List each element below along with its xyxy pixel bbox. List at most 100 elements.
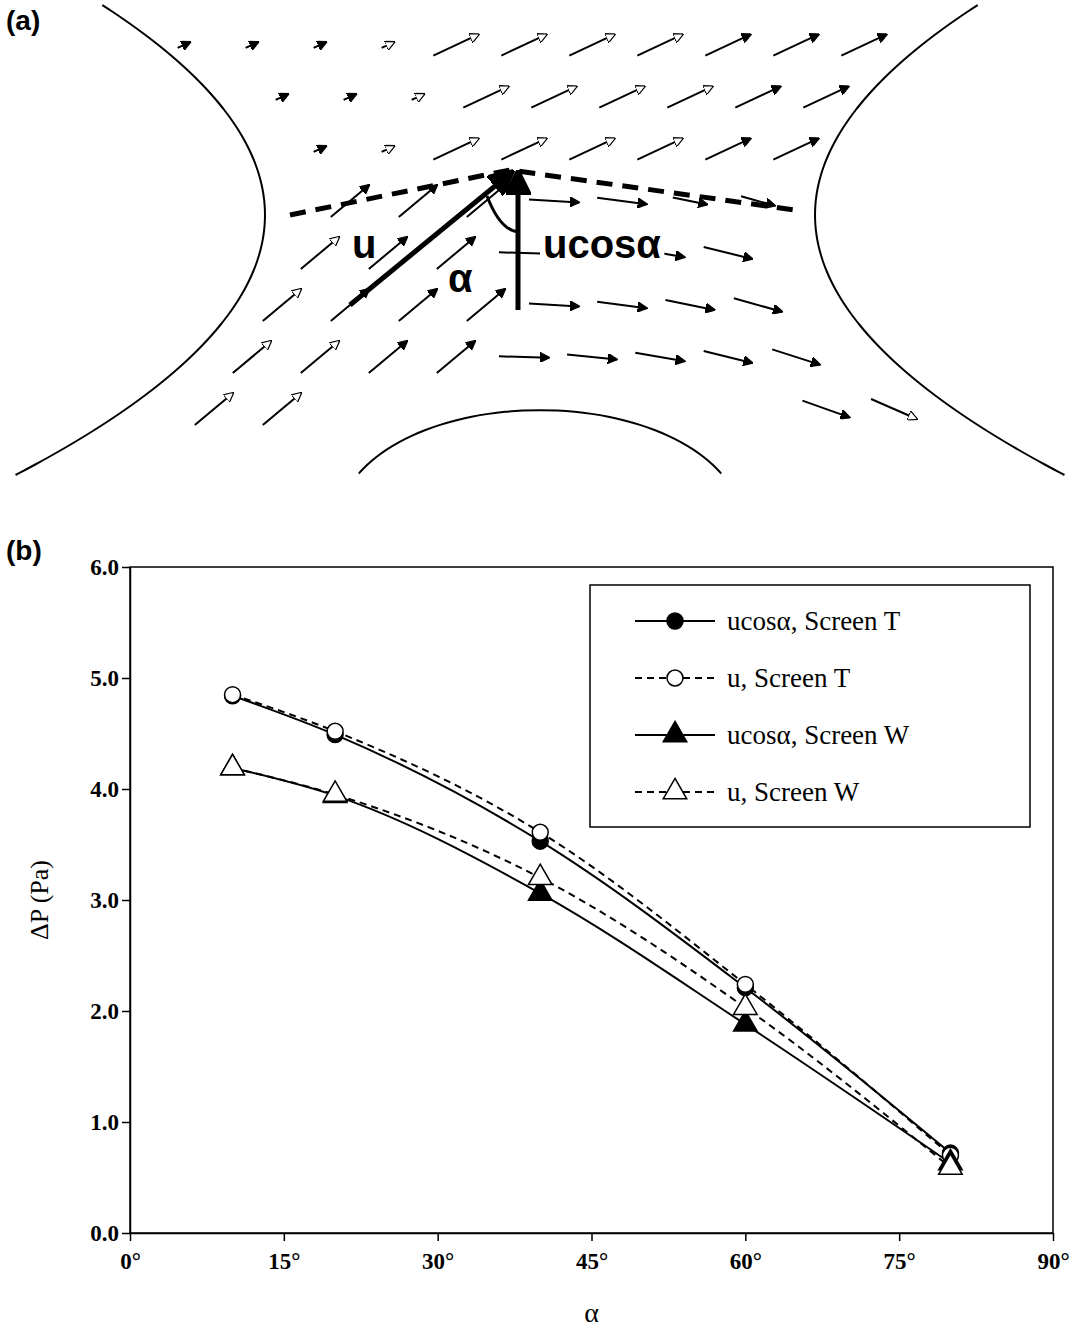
plot-frame [130, 567, 1053, 1233]
legend-label: u, Screen W [727, 777, 860, 807]
velocity-arrow [704, 351, 753, 363]
velocity-arrow [467, 185, 505, 217]
velocity-arrow [399, 289, 437, 321]
tick-mark [122, 1233, 130, 1235]
velocity-arrow [499, 356, 549, 357]
tick-mark [745, 1233, 747, 1241]
x-axis-title: α [584, 1297, 599, 1328]
tick: 1.0 [90, 1110, 130, 1135]
velocity-arrow [276, 94, 289, 100]
tick-mark [122, 789, 130, 791]
velocity-arrow [529, 200, 579, 203]
legend-marker [663, 721, 687, 741]
velocity-arrow [463, 86, 508, 107]
y-axis-title: ΔP (Pa) [25, 860, 54, 940]
series-point [323, 781, 347, 801]
label-patch [540, 222, 664, 266]
tick-mark [1053, 1233, 1055, 1241]
series-point [734, 994, 758, 1014]
tick-label: 60° [730, 1249, 762, 1274]
legend-label: ucosα, Screen T [727, 606, 901, 636]
tick: 75° [884, 1233, 916, 1274]
ucos-arrow [516, 172, 521, 310]
tick-label: 15° [268, 1249, 300, 1274]
velocity-arrow [599, 86, 644, 107]
tick-mark [899, 1233, 901, 1241]
velocity-arrow [569, 138, 614, 159]
velocity-arrow [382, 146, 395, 152]
velocity-arrow [301, 237, 339, 269]
tick-mark [591, 1233, 593, 1241]
velocity-arrow [597, 198, 647, 204]
tick: 3.0 [90, 888, 130, 913]
tick-label: 30° [422, 1249, 454, 1274]
right-wall [815, 5, 1064, 475]
velocity-arrow [802, 401, 849, 418]
velocity-arrow [705, 138, 750, 159]
series-point [532, 824, 548, 840]
y-axis: 0.01.02.03.04.05.06.0 [90, 555, 130, 1246]
velocity-arrow [735, 86, 780, 107]
velocity-arrow [597, 302, 647, 308]
tick-mark [284, 1233, 286, 1241]
velocity-arrow [195, 393, 233, 425]
velocity-arrow [433, 138, 478, 159]
tick: 30° [422, 1233, 454, 1274]
velocity-arrow [773, 138, 818, 159]
tick-label: 90° [1037, 1249, 1069, 1274]
u-arrow [350, 172, 512, 305]
tick: 45° [576, 1233, 608, 1274]
tick: 60° [730, 1233, 762, 1274]
velocity-arrow [635, 353, 684, 361]
series-point [528, 864, 552, 884]
panel-a: (a) u α ucosα [6, 5, 1064, 475]
panel-b: (b)0°15°30°45°60°75°90°0.01.02.03.04.05.… [6, 535, 1070, 1328]
tick: 0.0 [90, 1221, 130, 1246]
diagram-label: (a) [6, 5, 40, 36]
tick-label: 5.0 [90, 666, 119, 691]
series-point [221, 754, 245, 774]
velocity-arrow [382, 42, 395, 48]
legend-label: u, Screen T [727, 663, 851, 693]
tick-mark [122, 900, 130, 902]
velocity-arrow [246, 42, 259, 48]
tick: 15° [268, 1233, 300, 1274]
series-line [233, 768, 951, 1168]
velocity-arrow [437, 341, 475, 373]
velocity-arrow [567, 355, 617, 360]
legend: ucosα, Screen T u, Screen T ucosα, Screen … [590, 585, 1030, 827]
tick-mark [122, 1122, 130, 1124]
diagram-label: u [352, 222, 376, 266]
legend-label: ucosα, Screen W [727, 720, 910, 750]
x-axis: 0° 15° 30° 45° 60° 75° 90° [120, 1233, 1069, 1274]
tick: 0° [120, 1233, 141, 1274]
legend-marker [667, 613, 683, 629]
velocity-field [178, 34, 917, 425]
legend-box [590, 585, 1030, 827]
velocity-arrow [772, 349, 820, 364]
series-point [939, 1154, 963, 1174]
velocity-arrow [314, 42, 327, 48]
series-point [737, 976, 753, 992]
tick-label: 1.0 [90, 1110, 119, 1135]
tick-mark [122, 567, 130, 569]
tick-mark [122, 678, 130, 680]
throat-line [290, 170, 795, 215]
tick: 2.0 [90, 999, 130, 1024]
tick: 5.0 [90, 666, 130, 691]
velocity-arrow [734, 298, 782, 311]
series-point [221, 754, 245, 774]
tick-mark [122, 1011, 130, 1013]
diagram-label: ucosα [543, 222, 661, 266]
diagram-label: α [448, 256, 473, 300]
panel-label: (b) [6, 535, 42, 566]
tick-label: 0.0 [90, 1221, 119, 1246]
velocity-arrow [314, 146, 327, 152]
figure: (a) u α ucosα (b) 0° 15° 30° 45° 60° 75° 90° 0.0 1.0 2… [0, 0, 1087, 1341]
left-wall [16, 5, 265, 475]
velocity-arrow [501, 34, 546, 55]
tick-mark [437, 1233, 439, 1241]
tick-label: 75° [884, 1249, 916, 1274]
velocity-arrow [803, 86, 848, 107]
legend-marker [663, 778, 687, 798]
